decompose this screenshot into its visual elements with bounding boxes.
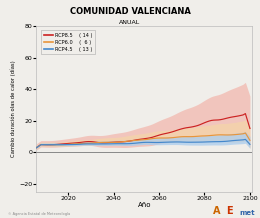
- Legend: RCP8.5    ( 14 ), RCP6.0    (  6 ), RCP4.5    ( 13 ): RCP8.5 ( 14 ), RCP6.0 ( 6 ), RCP4.5 ( 13…: [41, 30, 95, 54]
- Text: COMUNIDAD VALENCIANA: COMUNIDAD VALENCIANA: [70, 7, 190, 15]
- Text: A: A: [213, 206, 221, 216]
- Text: met: met: [239, 210, 255, 216]
- Text: © Agencia Estatal de Meteorología: © Agencia Estatal de Meteorología: [8, 212, 70, 216]
- Text: E: E: [226, 206, 233, 216]
- Y-axis label: Cambio duración olas de calor (días): Cambio duración olas de calor (días): [11, 61, 16, 157]
- Text: ANUAL: ANUAL: [119, 20, 141, 25]
- X-axis label: Año: Año: [138, 202, 151, 208]
